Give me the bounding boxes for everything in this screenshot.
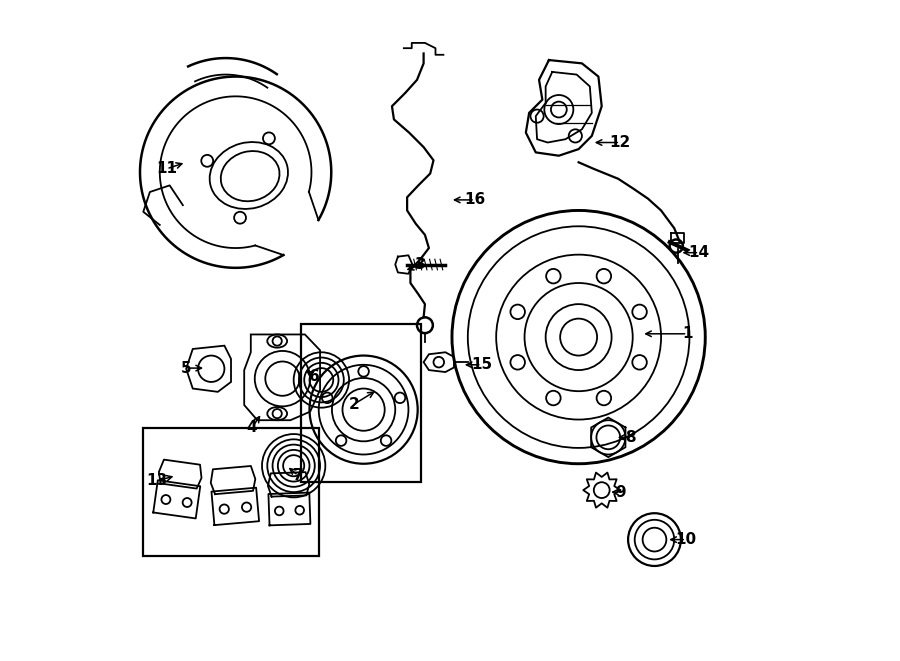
Text: 16: 16	[464, 192, 486, 208]
Text: 9: 9	[615, 485, 626, 500]
Text: 10: 10	[676, 532, 697, 547]
Text: 1: 1	[682, 327, 693, 341]
Text: 5: 5	[181, 361, 192, 375]
Text: 6: 6	[310, 369, 320, 384]
Bar	[301, 324, 421, 483]
Text: 2: 2	[348, 397, 359, 412]
Text: 12: 12	[609, 135, 631, 150]
Text: 13: 13	[146, 473, 167, 488]
Text: 11: 11	[156, 161, 177, 176]
Text: 3: 3	[415, 257, 426, 272]
Bar	[142, 428, 320, 557]
Text: 4: 4	[247, 420, 257, 435]
Text: 8: 8	[625, 430, 635, 445]
Text: 14: 14	[688, 245, 710, 260]
Text: 15: 15	[471, 358, 492, 372]
Text: 7: 7	[293, 468, 303, 483]
